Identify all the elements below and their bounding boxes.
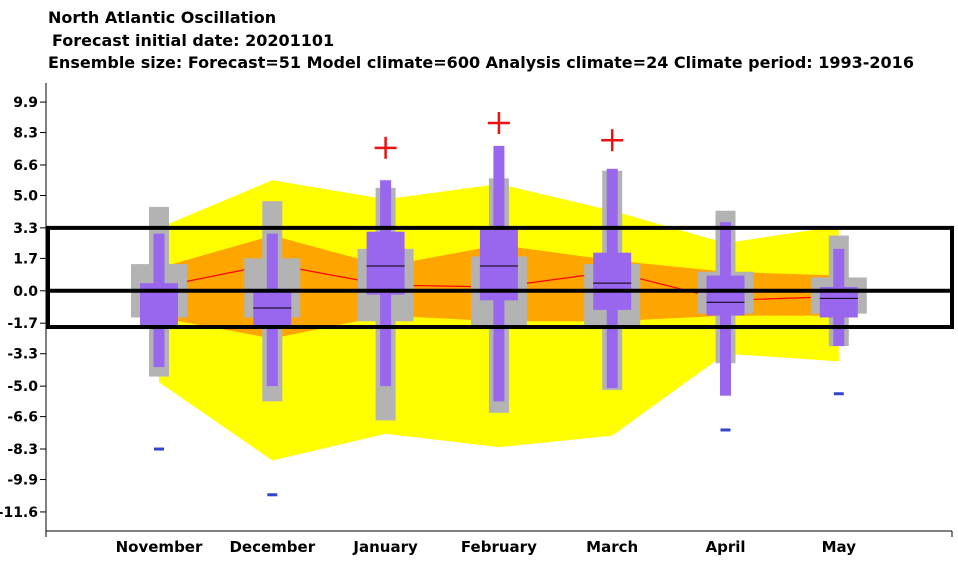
x-tick-label: April xyxy=(705,538,745,556)
box-group-january xyxy=(357,136,414,421)
y-tick-label: -8.3 xyxy=(7,442,38,458)
x-tick-label: November xyxy=(116,538,203,556)
forecast-box xyxy=(479,229,518,301)
forecast-box xyxy=(706,275,745,316)
forecast-box xyxy=(366,231,405,295)
chart-subtitle: Forecast initial date: 20201101 xyxy=(52,31,334,50)
y-tick-label: -9.9 xyxy=(7,473,38,489)
y-tick-label: 0.0 xyxy=(13,284,38,300)
chart-title: North Atlantic Oscillation xyxy=(48,8,276,27)
y-tick-label: 8.3 xyxy=(13,126,38,142)
chart-ensemble-info: Ensemble size: Forecast=51 Model climate… xyxy=(48,53,914,72)
box-group-december xyxy=(244,201,301,497)
x-tick-label: December xyxy=(229,538,315,556)
forecast-box xyxy=(593,252,632,310)
plot-area: 9.9 8.3 6.6 5.0 3.3 1.7 0.0 -1.7 -3.3 -5.0 -6.6 -8.… xyxy=(0,83,954,556)
y-tick-label: -11.6 xyxy=(0,505,38,521)
y-tick-label: -5.0 xyxy=(7,379,38,395)
x-tick-label: January xyxy=(352,538,418,556)
box-group-march xyxy=(584,129,641,390)
y-tick-label: 1.7 xyxy=(13,251,38,267)
x-tick-label: May xyxy=(822,538,857,556)
y-tick-label: -1.7 xyxy=(7,316,38,332)
y-tick-label: -3.3 xyxy=(7,347,38,363)
x-tick-label: February xyxy=(461,538,537,556)
y-tick-label: -6.6 xyxy=(7,410,38,426)
y-tick-label: 5.0 xyxy=(13,188,38,204)
y-tick-label: 9.9 xyxy=(13,95,38,111)
y-tick-label: 3.3 xyxy=(13,221,38,237)
y-tick-label: 6.6 xyxy=(13,158,38,174)
normal-range-frame xyxy=(46,225,954,330)
x-tick-label: March xyxy=(586,538,638,556)
